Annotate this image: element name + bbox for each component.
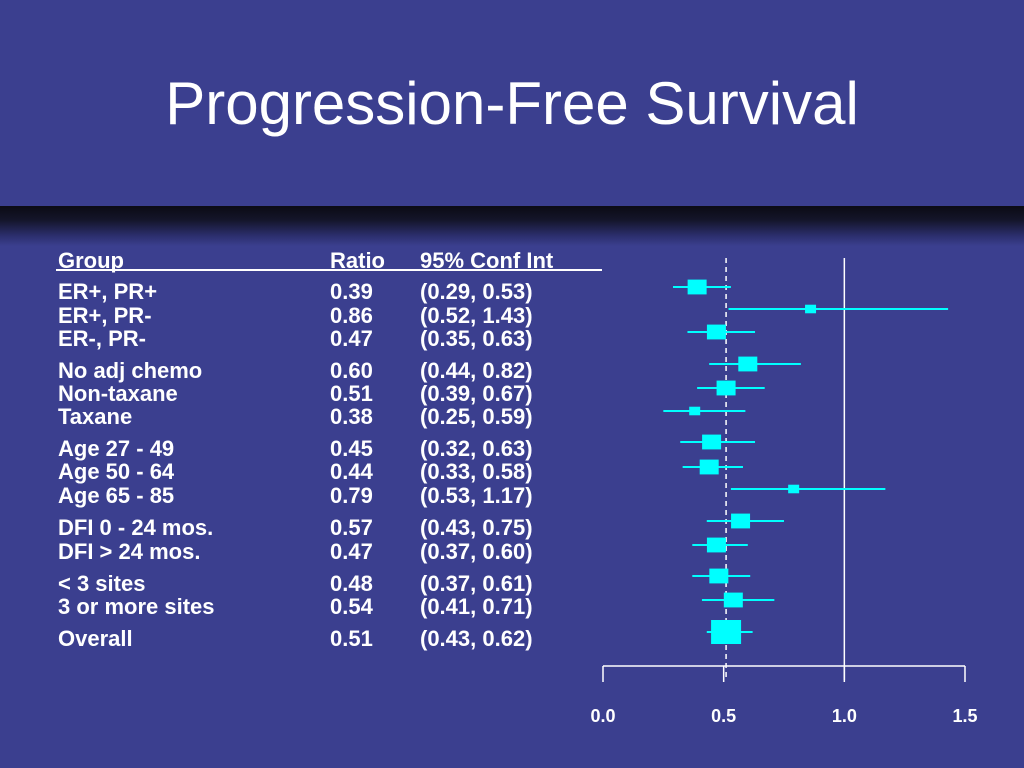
row-ci: (0.39, 0.67) — [420, 381, 533, 406]
row-ci: (0.41, 0.71) — [420, 594, 533, 619]
row-ci: (0.37, 0.60) — [420, 539, 533, 564]
ratio-marker — [731, 513, 751, 529]
row-group: Taxane — [58, 404, 133, 429]
ratio-marker — [706, 537, 726, 553]
ratio-marker — [689, 406, 701, 416]
ratio-marker — [723, 592, 743, 608]
row-group: Overall — [58, 626, 133, 651]
row-group: No adj chemo — [58, 358, 203, 383]
x-tick-label: 0.0 — [590, 706, 615, 726]
ratio-marker — [805, 304, 817, 314]
row-group: < 3 sites — [58, 571, 146, 596]
header-ci: 95% Conf Int — [420, 248, 554, 273]
row-ci: (0.35, 0.63) — [420, 326, 533, 351]
x-tick-label: 0.5 — [711, 706, 736, 726]
row-group: DFI 0 - 24 mos. — [58, 515, 214, 540]
row-ratio: 0.44 — [330, 459, 373, 484]
ratio-marker — [687, 279, 707, 295]
title-shadow-band — [0, 206, 1024, 246]
row-ratio: 0.86 — [330, 303, 373, 328]
row-group: Age 27 - 49 — [58, 436, 175, 461]
row-ratio: 0.60 — [330, 358, 373, 383]
ratio-marker — [706, 324, 726, 340]
row-ci: (0.43, 0.75) — [420, 515, 533, 540]
row-group: Age 65 - 85 — [58, 483, 175, 508]
row-ratio: 0.38 — [330, 404, 373, 429]
ratio-marker — [738, 356, 758, 372]
row-group: Non-taxane — [58, 381, 178, 406]
row-group: ER-, PR- — [58, 326, 146, 351]
ratio-marker — [699, 459, 719, 475]
row-ratio: 0.51 — [330, 626, 373, 651]
row-ci: (0.33, 0.58) — [420, 459, 533, 484]
row-ratio: 0.39 — [330, 279, 373, 304]
row-ratio: 0.79 — [330, 483, 373, 508]
header-group: Group — [58, 248, 124, 273]
row-ci: (0.43, 0.62) — [420, 626, 533, 651]
ratio-marker — [711, 620, 742, 644]
row-ci: (0.29, 0.53) — [420, 279, 533, 304]
title-band — [0, 0, 1024, 212]
row-ratio: 0.48 — [330, 571, 373, 596]
row-group: ER+, PR+ — [58, 279, 158, 304]
row-ratio: 0.54 — [330, 594, 373, 619]
row-group: ER+, PR- — [58, 303, 152, 328]
row-group: 3 or more sites — [58, 594, 215, 619]
ratio-marker — [709, 568, 729, 584]
row-ci: (0.44, 0.82) — [420, 358, 533, 383]
header-ratio: Ratio — [330, 248, 385, 273]
row-group: DFI > 24 mos. — [58, 539, 201, 564]
row-ci: (0.53, 1.17) — [420, 483, 533, 508]
ratio-marker — [788, 484, 800, 494]
row-ci: (0.52, 1.43) — [420, 303, 533, 328]
ratio-marker — [702, 434, 722, 450]
row-ratio: 0.47 — [330, 326, 373, 351]
row-ratio: 0.51 — [330, 381, 373, 406]
x-tick-label: 1.5 — [952, 706, 977, 726]
row-ci: (0.32, 0.63) — [420, 436, 533, 461]
slide-title: Progression-Free Survival — [165, 70, 859, 137]
row-ci: (0.25, 0.59) — [420, 404, 533, 429]
ratio-marker — [716, 380, 736, 396]
x-tick-label: 1.0 — [832, 706, 857, 726]
row-ratio: 0.45 — [330, 436, 373, 461]
row-ratio: 0.47 — [330, 539, 373, 564]
row-ratio: 0.57 — [330, 515, 373, 540]
row-ci: (0.37, 0.61) — [420, 571, 533, 596]
header-rule — [56, 269, 602, 271]
row-group: Age 50 - 64 — [58, 459, 175, 484]
